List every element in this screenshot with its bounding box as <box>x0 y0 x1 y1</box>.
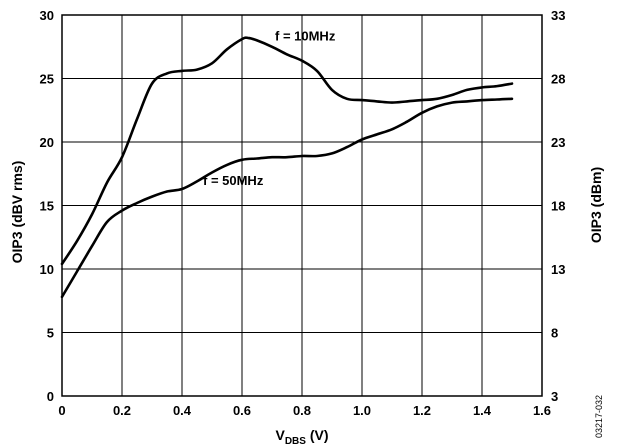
figure-code: 03217-032 <box>594 395 604 438</box>
y-tick-labels: 0 5 10 15 20 25 30 <box>40 8 54 404</box>
y-right-tick-label: 3 <box>551 389 558 404</box>
grid-lines <box>62 15 542 396</box>
series-annotation-10mhz: f = 10MHz <box>275 28 336 43</box>
y-axis-label-right: OIP3 (dBm) <box>588 167 604 243</box>
series-line-50mhz <box>60 97 514 299</box>
x-tick-label: 1.6 <box>533 403 551 418</box>
plot-frame <box>61 14 543 397</box>
y-tick-label: 25 <box>40 72 54 87</box>
x-tick-labels: 0 0.2 0.4 0.6 0.8 1.0 1.2 1.4 1.6 <box>58 403 551 418</box>
y-tick-label: 0 <box>47 389 54 404</box>
x-tick-label: 1.2 <box>413 403 431 418</box>
x-tick-label: 1.0 <box>353 403 371 418</box>
y-tick-label: 20 <box>40 135 54 150</box>
y-tick-label: 5 <box>47 326 54 341</box>
x-tick-label: 0.2 <box>113 403 131 418</box>
series-lines <box>60 36 514 299</box>
y-tick-label: 30 <box>40 8 54 23</box>
y-right-tick-label: 28 <box>551 72 565 87</box>
series-annotations: f = 10MHz f = 50MHz <box>203 28 336 188</box>
x-axis-label-main: V <box>275 427 285 443</box>
y-right-tick-label: 18 <box>551 199 565 214</box>
y-right-tick-label: 23 <box>551 135 565 150</box>
y-right-tick-label: 8 <box>551 326 558 341</box>
x-axis-label: VDBS (V) <box>275 427 328 445</box>
series-line-10mhz <box>60 36 514 266</box>
y-right-tick-label: 33 <box>551 8 565 23</box>
x-tick-label: 1.4 <box>473 403 492 418</box>
series-annotation-50mhz: f = 50MHz <box>203 173 264 188</box>
y-right-tick-labels: 3 8 13 18 23 28 33 <box>551 8 565 404</box>
x-axis-label-sub: DBS <box>285 436 306 445</box>
x-tick-label: 0 <box>58 403 65 418</box>
y-tick-label: 15 <box>40 199 54 214</box>
y-right-tick-label: 13 <box>551 262 565 277</box>
x-tick-label: 0.8 <box>293 403 311 418</box>
x-axis-label-unit: (V) <box>306 427 329 443</box>
x-tick-label: 0.6 <box>233 403 251 418</box>
y-axis-label-left: OIP3 (dBV rms) <box>9 161 25 264</box>
y-tick-label: 10 <box>40 262 54 277</box>
x-tick-label: 0.4 <box>173 403 192 418</box>
